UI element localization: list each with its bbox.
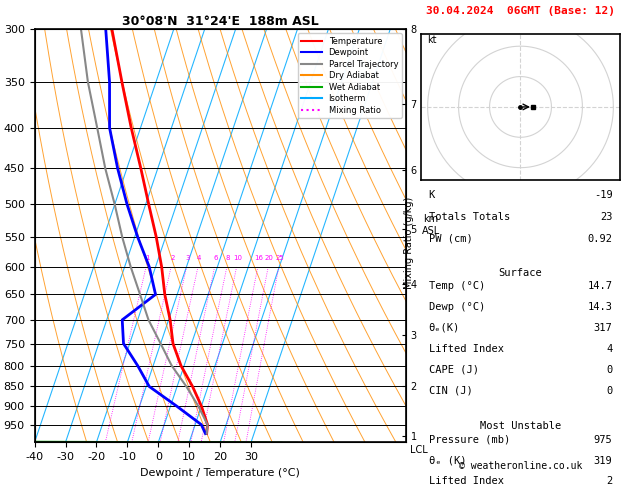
Text: LCL: LCL: [410, 445, 428, 455]
Text: 317: 317: [594, 323, 613, 333]
Text: Mixing Ratio (g/kg): Mixing Ratio (g/kg): [404, 197, 414, 289]
Text: 25: 25: [276, 255, 284, 261]
Text: © weatheronline.co.uk: © weatheronline.co.uk: [459, 461, 582, 471]
Text: 0: 0: [606, 385, 613, 396]
Text: -19: -19: [594, 191, 613, 200]
Text: 2: 2: [606, 476, 613, 486]
Text: θₑ (K): θₑ (K): [428, 455, 466, 466]
Text: 2: 2: [170, 255, 175, 261]
Text: 10: 10: [233, 255, 242, 261]
Text: CIN (J): CIN (J): [428, 385, 472, 396]
Text: 319: 319: [594, 455, 613, 466]
Text: Dewp (°C): Dewp (°C): [428, 302, 485, 312]
Text: 0.92: 0.92: [587, 234, 613, 244]
Text: 16: 16: [255, 255, 264, 261]
Text: Temp (°C): Temp (°C): [428, 281, 485, 291]
Text: θₑ(K): θₑ(K): [428, 323, 460, 333]
Text: 4: 4: [606, 344, 613, 354]
Text: Pressure (mb): Pressure (mb): [428, 434, 509, 445]
Text: Most Unstable: Most Unstable: [480, 421, 561, 431]
Legend: Temperature, Dewpoint, Parcel Trajectory, Dry Adiabat, Wet Adiabat, Isotherm, Mi: Temperature, Dewpoint, Parcel Trajectory…: [298, 34, 401, 118]
Y-axis label: km
ASL: km ASL: [421, 214, 440, 236]
Text: 1: 1: [145, 255, 150, 261]
Text: 4: 4: [197, 255, 201, 261]
Text: 6: 6: [214, 255, 218, 261]
Title: 30°08'N  31°24'E  188m ASL: 30°08'N 31°24'E 188m ASL: [122, 15, 318, 28]
Text: 20: 20: [265, 255, 274, 261]
Text: 3: 3: [186, 255, 190, 261]
Text: K: K: [428, 191, 435, 200]
Text: Surface: Surface: [499, 268, 542, 278]
Text: CAPE (J): CAPE (J): [428, 364, 479, 375]
X-axis label: Dewpoint / Temperature (°C): Dewpoint / Temperature (°C): [140, 468, 300, 478]
Text: 8: 8: [226, 255, 230, 261]
Text: 30.04.2024  06GMT (Base: 12): 30.04.2024 06GMT (Base: 12): [426, 6, 615, 16]
Text: Lifted Index: Lifted Index: [428, 344, 503, 354]
Text: 975: 975: [594, 434, 613, 445]
Text: 23: 23: [600, 212, 613, 222]
Text: Totals Totals: Totals Totals: [428, 212, 509, 222]
Text: 14.7: 14.7: [587, 281, 613, 291]
Text: kt: kt: [428, 35, 437, 45]
Text: Lifted Index: Lifted Index: [428, 476, 503, 486]
Text: 14.3: 14.3: [587, 302, 613, 312]
Text: 0: 0: [606, 364, 613, 375]
Text: PW (cm): PW (cm): [428, 234, 472, 244]
